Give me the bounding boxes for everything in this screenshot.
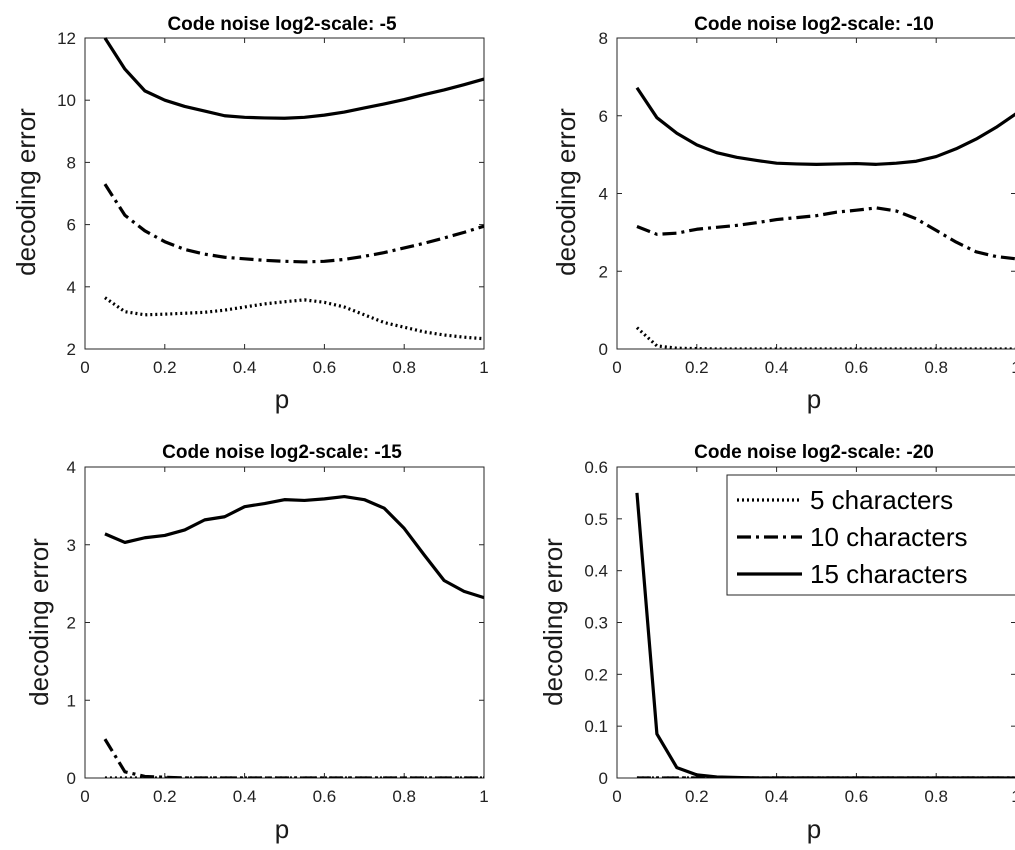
x-tick-label: 0.6: [845, 787, 869, 806]
series-line-10-characters: [103, 738, 484, 778]
y-tick-label: 2: [599, 262, 608, 281]
x-tick-label: 0.4: [765, 787, 789, 806]
x-tick-label: 0: [80, 358, 89, 377]
y-tick-label: 0.6: [584, 458, 608, 477]
panel-3-xlabel: p: [275, 814, 289, 844]
y-tick-label: 10: [57, 91, 76, 110]
x-tick-label: 0: [612, 787, 621, 806]
y-tick-label: 0.4: [584, 562, 608, 581]
panel-4-xlabel: p: [807, 814, 821, 844]
series-line-15-characters: [103, 37, 484, 120]
y-tick-label: 0: [599, 340, 608, 359]
x-tick-label: 0.8: [392, 358, 416, 377]
panel-4-plot-area: 0 0.2 0.4 0.6 0.8 1 0 0.1 0.2 0.3 0.4 0.5 0.6: [584, 458, 1015, 806]
y-tick-label: 1: [67, 691, 76, 710]
x-tick-label: 0.4: [233, 358, 257, 377]
panel-4-ylabel: decoding error: [538, 538, 568, 706]
y-tick-label: 2: [67, 614, 76, 633]
x-tick-label: 0.8: [392, 787, 416, 806]
x-tick-label: 0.6: [845, 358, 869, 377]
panel-3-title: Code noise log2-scale: -15: [162, 442, 402, 463]
y-tick-label: 8: [599, 29, 608, 48]
panel-1: Code noise log2-scale: -5 decoding error…: [11, 14, 489, 414]
y-tick-label: 2: [67, 340, 76, 359]
y-tick-label: 4: [599, 185, 608, 204]
y-tick-label: 0.3: [584, 614, 608, 633]
panel-1-title: Code noise log2-scale: -5: [167, 14, 397, 35]
x-tick-label: 0.8: [924, 787, 948, 806]
x-tick-label: 0.8: [924, 358, 948, 377]
y-tick-label: 3: [67, 536, 76, 555]
legend-label-10-characters: 10 characters: [810, 522, 968, 552]
x-tick-label: 0.4: [233, 787, 257, 806]
panel-3-plot-area: 0 0.2 0.4 0.6 0.8 1 0 1 2 3 4: [67, 458, 489, 806]
panel-1-ylabel: decoding error: [11, 108, 41, 276]
x-tick-label: 0.2: [153, 358, 177, 377]
y-tick-label: 0: [599, 769, 608, 788]
y-tick-label: 4: [67, 458, 76, 477]
x-tick-label: 0.6: [313, 358, 337, 377]
y-tick-label: 0: [67, 769, 76, 788]
x-tick-label: 0.2: [685, 358, 709, 377]
series-line-15-characters: [104, 494, 484, 600]
x-tick-label: 0.2: [153, 787, 177, 806]
x-tick-label: 0.2: [685, 787, 709, 806]
panel-1-xlabel: p: [275, 384, 289, 414]
panel-2-xlabel: p: [807, 384, 821, 414]
legend-label-15-characters: 15 characters: [810, 559, 968, 589]
y-tick-label: 0.5: [584, 510, 608, 529]
panel-2-ylabel: decoding error: [551, 108, 581, 276]
panel-4: Code noise log2-scale: -20 decoding erro…: [538, 442, 1015, 844]
panel-2: Code noise log2-scale: -10 decoding erro…: [551, 14, 1015, 414]
x-tick-label: 0.6: [313, 787, 337, 806]
y-tick-label: 6: [67, 216, 76, 235]
panel-4-title: Code noise log2-scale: -20: [694, 442, 934, 463]
x-tick-label: 1: [1011, 358, 1015, 377]
y-tick-label: 0.2: [584, 665, 608, 684]
y-tick-label: 8: [67, 153, 76, 172]
panel-3-ylabel: decoding error: [24, 538, 54, 706]
y-tick-label: 12: [57, 29, 76, 48]
series-line-15-characters: [635, 492, 1015, 778]
panel-3: Code noise log2-scale: -15 decoding erro…: [24, 442, 489, 844]
series-line-5-characters: [635, 326, 1015, 349]
legend: 5 characters 10 characters 15 characters: [726, 474, 1015, 596]
legend-label-5-characters: 5 characters: [810, 485, 953, 515]
x-tick-label: 1: [479, 358, 488, 377]
x-tick-label: 0: [612, 358, 621, 377]
x-tick-label: 1: [479, 787, 488, 806]
series-line-10-characters: [636, 206, 1015, 261]
panel-2-title: Code noise log2-scale: -10: [694, 14, 934, 35]
series-line-10-characters: [103, 183, 484, 264]
y-tick-label: 0.1: [584, 717, 608, 736]
y-tick-label: 6: [599, 107, 608, 126]
x-tick-label: 1: [1011, 787, 1015, 806]
series-line-15-characters: [635, 86, 1015, 166]
axes-box: [84, 37, 485, 350]
x-tick-label: 0: [80, 787, 89, 806]
series-line-5-characters: [104, 296, 484, 341]
x-tick-label: 0.4: [765, 358, 789, 377]
y-tick-label: 4: [67, 278, 76, 297]
panel-2-plot-area: 0 0.2 0.4 0.6 0.8 1 0 2 4 6 8: [599, 29, 1015, 377]
